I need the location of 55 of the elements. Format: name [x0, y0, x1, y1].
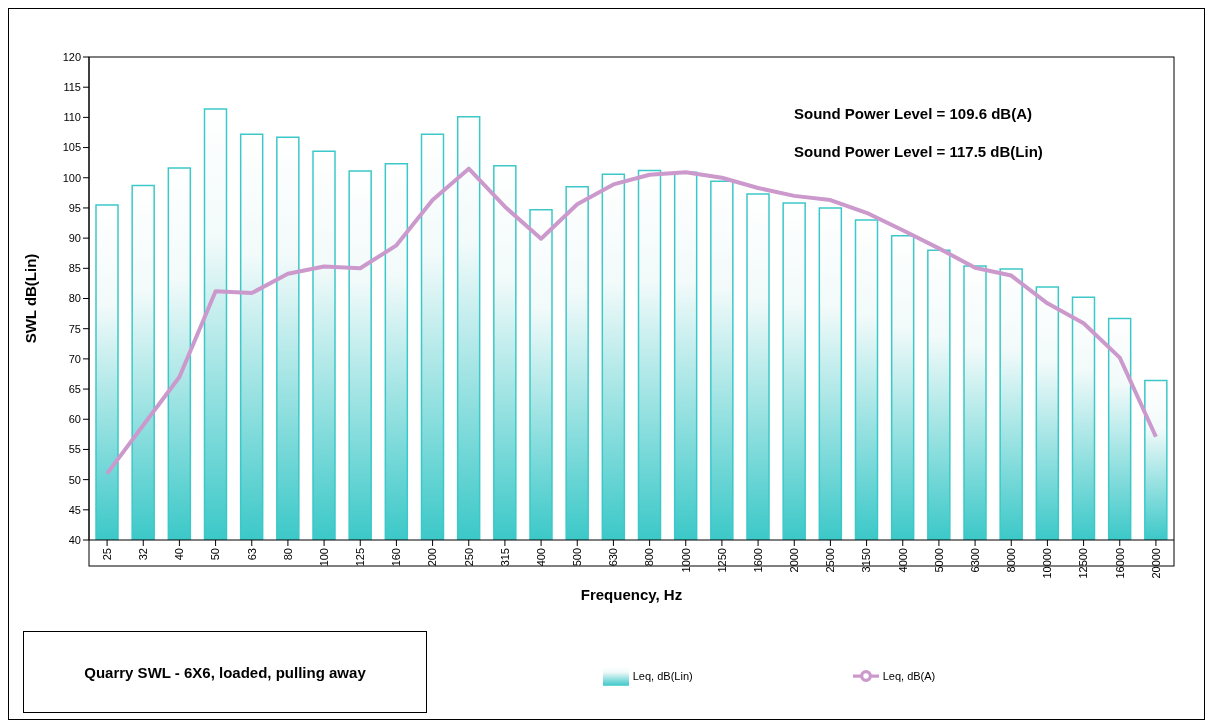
annotation: Sound Power Level = 109.6 dB(A) [794, 105, 1032, 122]
annotation: Sound Power Level = 117.5 dB(Lin) [794, 143, 1043, 160]
x-tick-label: 315 [498, 548, 511, 567]
y-tick-label: 45 [68, 503, 81, 516]
x-tick-label: 1600 [751, 548, 764, 573]
x-tick-label: 250 [462, 548, 475, 567]
x-tick-label: 160 [390, 548, 403, 567]
x-tick-label: 63 [245, 548, 258, 561]
x-tick-label: 100 [317, 548, 330, 567]
y-tick-label: 100 [62, 171, 81, 184]
x-tick-label: 5000 [932, 548, 945, 573]
x-tick-label: 3150 [860, 548, 873, 573]
y-tick-label: 90 [68, 232, 81, 245]
x-tick-label: 400 [534, 548, 547, 567]
y-axis-title: SWL dB(Lin) [22, 253, 40, 344]
y-tick-label: 50 [68, 473, 81, 486]
x-tick-label: 1250 [715, 548, 728, 573]
x-axis-title: Frequency, Hz [580, 586, 683, 603]
x-tick-label: 1000 [679, 548, 692, 573]
x-tick-label: 800 [643, 548, 656, 567]
y-tick-label: 85 [68, 262, 81, 275]
y-tick-label: 55 [68, 443, 81, 456]
line-series [105, 166, 1158, 476]
x-tick-label: 40 [173, 548, 186, 561]
x-tick-label: 200 [426, 548, 439, 567]
x-tick-label: 8000 [1005, 548, 1018, 573]
y-tick-label: 75 [68, 322, 81, 335]
x-tick-label: 25 [100, 548, 113, 561]
x-tick-label: 4000 [896, 548, 909, 573]
x-tick-label: 10000 [1041, 548, 1054, 579]
y-tick-label: 60 [68, 413, 81, 426]
x-tick-label: 125 [354, 548, 367, 567]
legend-label: Leq, dB(Lin) [632, 670, 693, 683]
y-tick-label: 105 [62, 141, 81, 154]
y-tick-label: 115 [63, 81, 81, 94]
y-tick-label: 110 [63, 111, 81, 124]
x-tick-label: 2500 [824, 548, 837, 573]
text: Quarry SWL - 6X6, loaded, pulling away [83, 663, 367, 681]
legend-label: Leq, dB(A) [882, 670, 936, 683]
x-tick-label: 32 [137, 548, 150, 561]
x-tick-label: 500 [571, 548, 584, 567]
x-tick-label: 2000 [788, 548, 801, 573]
y-tick-label: 65 [68, 382, 81, 395]
x-tick-label: 20000 [1149, 548, 1162, 579]
x-tick-label: 80 [281, 548, 294, 561]
x-tick-label: 50 [209, 548, 222, 561]
y-tick-label: 95 [68, 201, 81, 214]
y-tick-label: 40 [68, 533, 81, 546]
y-tick-label: 80 [68, 292, 81, 305]
y-tick-label: 70 [68, 352, 81, 365]
x-tick-label: 16000 [1113, 548, 1126, 579]
y-tick-label: 120 [62, 50, 81, 63]
x-tick-label: 12500 [1077, 548, 1090, 579]
x-tick-label: 630 [607, 548, 620, 567]
x-tick-label: 6300 [968, 548, 981, 573]
